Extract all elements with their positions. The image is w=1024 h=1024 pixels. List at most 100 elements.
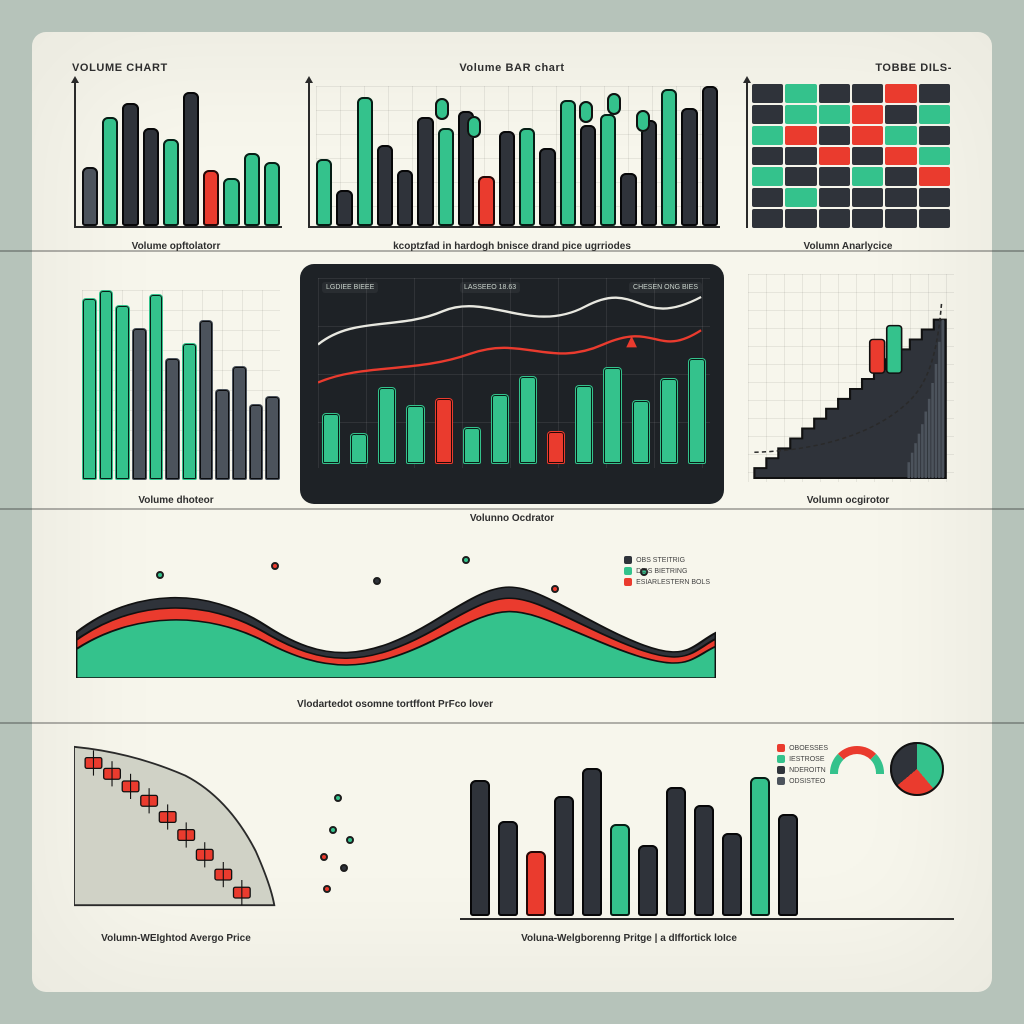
axis-y [746,82,748,228]
heat-cell [852,167,883,186]
scatter-overlay [312,742,452,916]
panel-staircase: Volumn ocgirotor [738,264,958,504]
bar-group [470,762,798,916]
panel-title: TOBBE DILS- [744,62,952,74]
bar [694,805,714,916]
bar [378,387,396,464]
bar [750,777,770,916]
staircase [748,284,950,482]
bar [215,389,230,480]
panel-mixed-dashboard: OBOESSESIESTROSENDEROITNODSISTEO Voluna-… [300,722,958,942]
heat-cell [885,147,916,166]
heat-cell [919,188,950,207]
bar [688,358,706,464]
scatter-dot [320,853,328,861]
bar [232,366,247,480]
panel-volume-bar-chart: Volume BAR chart kcoptzfad in hardogh bn… [300,60,724,250]
heat-cell [852,147,883,166]
legend-chip: LASSEEO 18.63 [460,282,520,293]
bar [498,821,518,916]
scatter-dot [373,577,381,585]
bar [778,814,798,916]
bar [554,796,574,916]
bar-group [82,290,280,480]
bar [115,305,130,480]
panel-title: VOLUME CHART [72,62,280,74]
pill-overlay [314,84,716,228]
heat-cell [852,105,883,124]
stair-fill [754,320,945,478]
bar [582,768,602,916]
panel-subtitle: Volume dhoteor [72,495,280,506]
pill-marker [435,98,449,120]
bar-group [82,86,280,226]
heat-cell [785,147,816,166]
bar [638,845,658,916]
legend-row: OBOESSES [777,744,828,752]
row-divider [0,508,1024,510]
legend-row: IESTROSE [777,755,828,763]
heat-cell [752,167,783,186]
bar [82,298,97,480]
bar [132,328,147,480]
panel-trade-heatmap: TOBBE DILS- Volumn Anarlycice [738,60,958,250]
heat-cell [785,126,816,145]
heat-cell [852,126,883,145]
panel-subtitle: kcoptzfad in hardogh bnisce drand pice u… [306,241,718,252]
bar [102,117,118,226]
waterfall [74,736,278,916]
bar [163,139,179,226]
bar [183,92,199,226]
heat-cell [885,188,916,207]
panel-subtitle: Voluna-Welgborenng Pritge | a dIffortick… [306,933,952,944]
bar [322,413,340,464]
axis-x [460,918,954,920]
bar [547,431,565,464]
pill-marker [636,110,650,132]
bar [122,103,138,226]
panel-wave: OBS STEITRIGDEIS BIETRINGESIARLESTERN BO… [66,518,724,708]
bar [350,433,368,464]
heat-cell [819,167,850,186]
bar [575,385,593,464]
heat-cell [819,126,850,145]
bar [199,320,214,480]
heat-cell [785,188,816,207]
heat-cell [919,167,950,186]
bar [264,162,280,226]
bar [435,398,453,464]
bar [519,376,537,464]
legend: OBS STEITRIGDEIS BIETRINGESIARLESTERN BO… [624,556,710,586]
heat-cell [819,209,850,228]
axis-y [308,82,310,228]
heat-cell [819,147,850,166]
heat-cell [885,105,916,124]
bar [99,290,114,480]
axis-x [74,226,282,228]
scatter-dot [340,864,348,872]
heat-cell [885,167,916,186]
heat-cell [885,126,916,145]
bar [265,396,280,480]
bar [182,343,197,480]
legend: OBOESSESIESTROSENDEROITNODSISTEO [777,744,828,785]
heat-cell [752,84,783,103]
scatter-dot [323,885,331,893]
heat-cell [785,167,816,186]
panel-volume-cluster: Volume dhoteor [66,264,286,504]
bar [149,294,164,480]
heat-cell [752,105,783,124]
bar [603,367,621,464]
scatter-dot [329,826,337,834]
pie-icon [890,742,944,796]
pill-marker [579,101,593,123]
scatter-dot [156,571,164,579]
axis-y [74,82,76,228]
legend-chip: CHESEN ONG BIES [629,282,702,293]
bar [203,170,219,226]
bar-group [322,354,706,464]
bar [470,780,490,916]
scatter-overlay [80,542,716,686]
heat-cell [919,84,950,103]
heat-cell [752,188,783,207]
